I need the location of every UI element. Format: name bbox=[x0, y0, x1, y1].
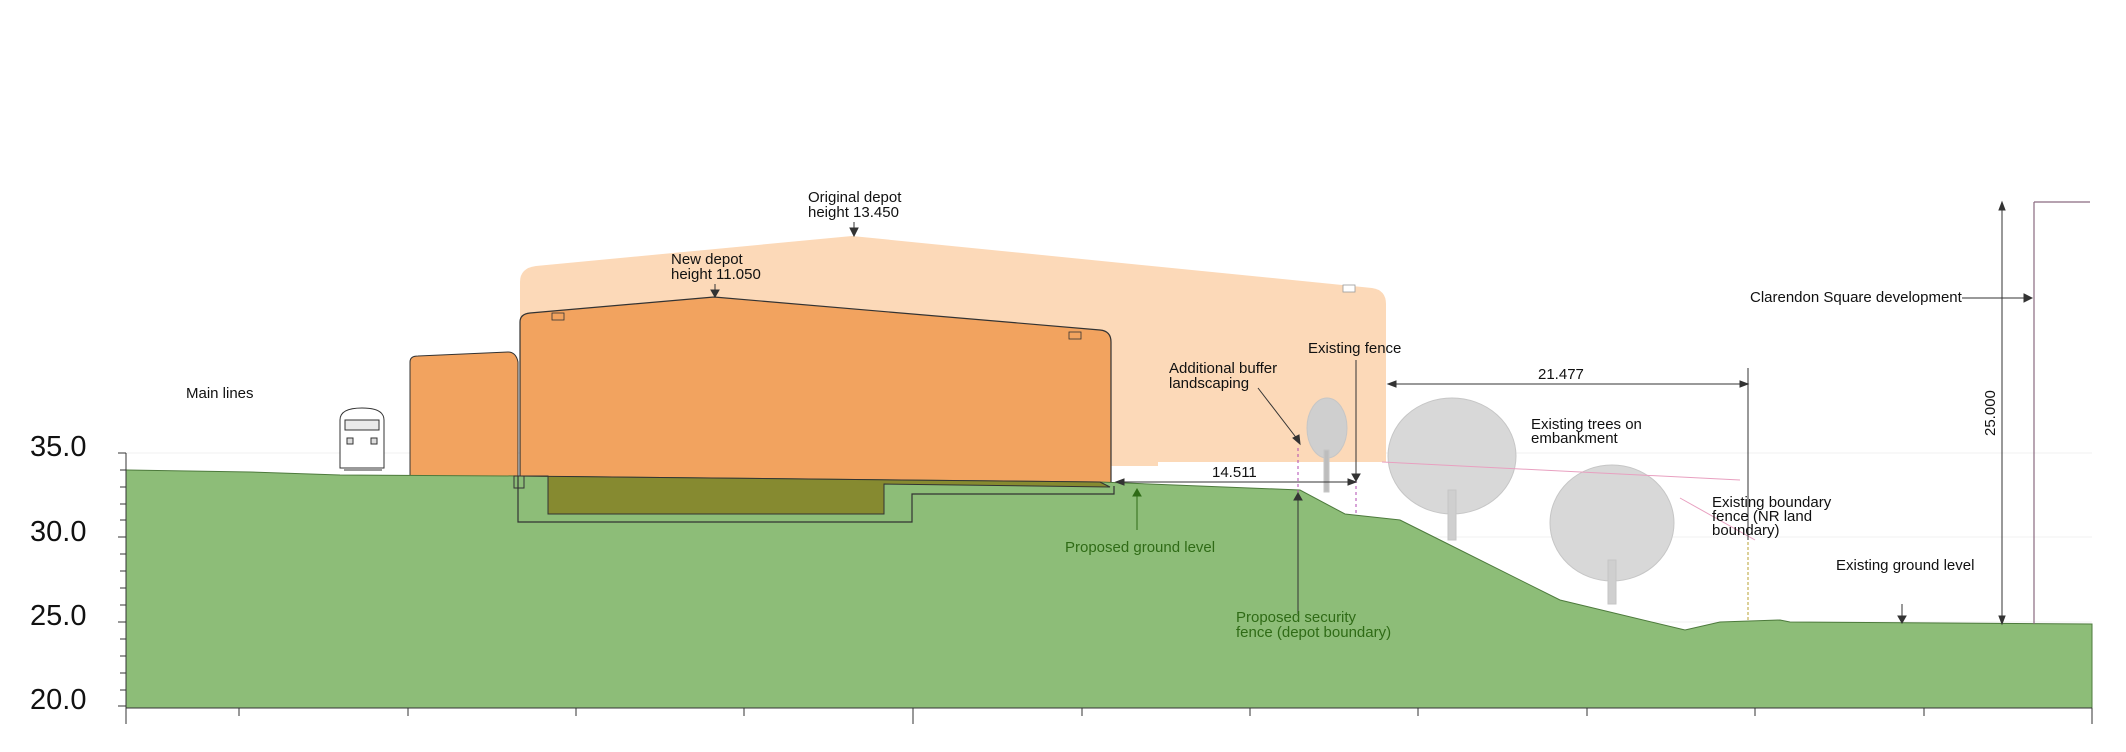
adjacent-building bbox=[409, 351, 519, 479]
new-depot-building bbox=[519, 296, 1112, 485]
dim-label-25000: 25.000 bbox=[1982, 390, 1999, 436]
horizontal-baseline bbox=[125, 707, 2093, 724]
label-new-depot-1: New depot bbox=[671, 251, 744, 268]
new-depot-notch-right bbox=[1068, 331, 1082, 340]
new-depot-notch-left bbox=[551, 312, 565, 321]
label-additional-buffer-1: Additional buffer bbox=[1169, 360, 1277, 377]
sight-lines bbox=[1297, 448, 1756, 541]
label-existing-trees-2: embankment bbox=[1531, 430, 1619, 447]
label-proposed-security-2: fence (depot boundary) bbox=[1236, 624, 1391, 641]
existing-trees bbox=[1306, 397, 1675, 605]
axis-tick-25: 25.0 bbox=[30, 600, 86, 632]
dimension-14511 bbox=[1114, 478, 1358, 486]
ground-profile bbox=[125, 469, 2093, 709]
label-proposed-security-1: Proposed security bbox=[1236, 609, 1357, 626]
axis-tick-30: 30.0 bbox=[30, 516, 86, 548]
train-icon bbox=[339, 407, 385, 471]
label-existing-boundary-1: Existing boundary bbox=[1712, 494, 1832, 511]
basement-wall-left bbox=[513, 475, 525, 489]
axis-tick-20: 20.0 bbox=[30, 684, 86, 716]
vertical-axis bbox=[118, 452, 127, 708]
basement-outline bbox=[517, 476, 1115, 523]
axis-tick-35: 35.0 bbox=[30, 431, 86, 463]
excavation-area bbox=[519, 475, 1111, 515]
label-main-lines: Main lines bbox=[186, 385, 254, 402]
label-existing-boundary-2: fence (NR land bbox=[1712, 508, 1812, 525]
leader-lines bbox=[710, 222, 2034, 625]
label-existing-trees-1: Existing trees on bbox=[1531, 416, 1642, 433]
dimension-21477 bbox=[1386, 368, 1750, 540]
label-proposed-ground-level: Proposed ground level bbox=[1065, 539, 1215, 556]
label-clarendon-square: Clarendon Square development bbox=[1750, 289, 1963, 306]
label-original-depot-2: height 13.450 bbox=[808, 204, 899, 221]
dim-label-21477: 21.477 bbox=[1538, 366, 1584, 383]
dimension-25000 bbox=[1998, 200, 2006, 626]
dim-label-14511: 14.511 bbox=[1212, 464, 1257, 481]
original-depot-notch-right bbox=[1342, 284, 1356, 293]
label-existing-fence: Existing fence bbox=[1308, 340, 1401, 357]
label-new-depot-2: height 11.050 bbox=[671, 266, 761, 283]
label-existing-ground-level: Existing ground level bbox=[1836, 557, 1974, 574]
label-additional-buffer-2: landscaping bbox=[1169, 375, 1249, 392]
depot-gap bbox=[1158, 462, 1386, 482]
clarendon-square-building bbox=[2033, 201, 2090, 624]
label-original-depot-1: Original depot bbox=[808, 189, 902, 206]
label-existing-boundary-3: boundary) bbox=[1712, 522, 1780, 539]
